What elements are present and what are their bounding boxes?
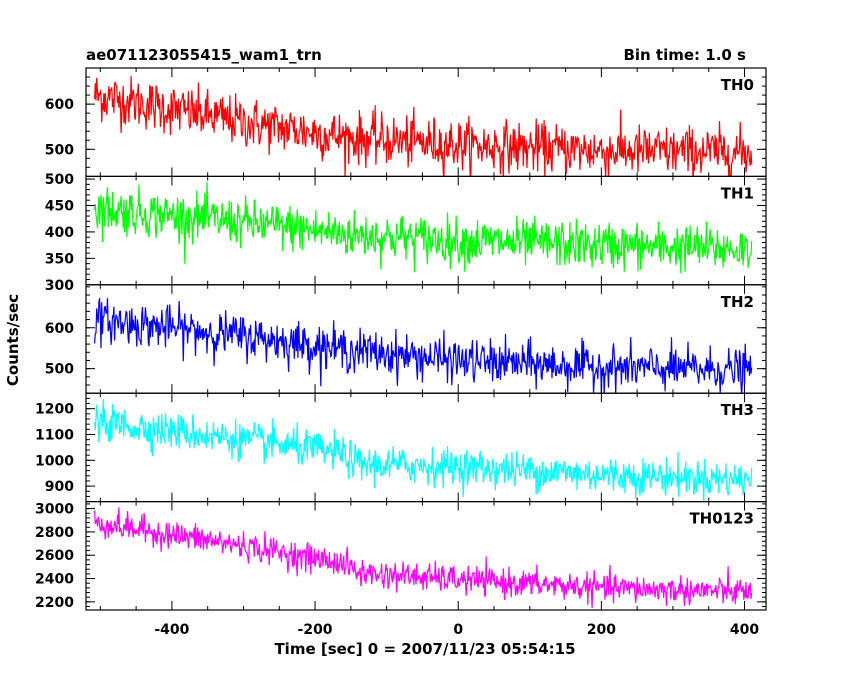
y-tick-label: 500 bbox=[45, 362, 74, 378]
panel-frame bbox=[85, 392, 767, 503]
y-tick-label: 900 bbox=[45, 479, 74, 495]
series-line-th2 bbox=[94, 298, 753, 394]
panel-th2: 500 600 TH2 bbox=[45, 284, 767, 394]
series-line-th3 bbox=[94, 398, 753, 502]
panels-group: 500 600 TH0 300 350 400 450 500 TH1 500 600 TH2 900 1… bbox=[35, 67, 767, 638]
y-tick-label: 1000 bbox=[35, 453, 74, 469]
panel-label-th3: TH3 bbox=[721, 401, 754, 419]
y-tick-label: 1100 bbox=[35, 427, 74, 443]
panel-frame bbox=[85, 67, 767, 178]
y-tick-label: 600 bbox=[45, 97, 74, 113]
x-tick-label: 400 bbox=[730, 622, 759, 638]
panel-th1: 300 350 400 450 500 TH1 bbox=[45, 172, 767, 294]
chart-title: ae071123055415_wam1_trn bbox=[86, 46, 322, 64]
panel-frame bbox=[85, 501, 767, 611]
y-tick-label: 400 bbox=[45, 225, 74, 241]
y-tick-label: 2200 bbox=[35, 595, 74, 611]
series-line-th0 bbox=[94, 76, 753, 177]
panel-label-th0: TH0 bbox=[721, 76, 754, 94]
panel-th0: 500 600 TH0 bbox=[45, 67, 767, 178]
x-tick-label: 0 bbox=[453, 622, 463, 638]
panel-label-th1: TH1 bbox=[721, 184, 754, 202]
y-tick-label: 600 bbox=[45, 321, 74, 337]
panel-label-th0123: TH0123 bbox=[689, 510, 754, 528]
series-line-th0123 bbox=[94, 507, 753, 609]
y-tick-label: 300 bbox=[45, 278, 74, 294]
bin-time-label: Bin time: 1.0 s bbox=[623, 46, 746, 64]
y-tick-label: 500 bbox=[45, 142, 74, 158]
x-tick-label: -400 bbox=[154, 622, 189, 638]
y-tick-label: 450 bbox=[45, 198, 74, 214]
y-tick-label: 2600 bbox=[35, 548, 74, 564]
panel-th0123: 2200 2400 2600 2800 3000 TH0123 bbox=[35, 501, 767, 611]
series-line-th1 bbox=[94, 182, 753, 274]
panel-th3: 900 1000 1100 1200 TH3 bbox=[35, 392, 767, 503]
y-tick-label: 350 bbox=[45, 251, 74, 267]
y-tick-label: 500 bbox=[45, 172, 74, 188]
y-tick-label: 2800 bbox=[35, 525, 74, 541]
y-axis-label: Counts/sec bbox=[4, 294, 22, 386]
y-tick-label: 3000 bbox=[35, 502, 74, 518]
x-tick-label: 200 bbox=[587, 622, 616, 638]
x-tick-label: -200 bbox=[298, 622, 333, 638]
y-tick-label: 1200 bbox=[35, 402, 74, 418]
y-tick-label: 2400 bbox=[35, 572, 74, 588]
panel-label-th2: TH2 bbox=[721, 293, 754, 311]
x-axis-label: Time [sec] 0 = 2007/11/23 05:54:15 bbox=[274, 640, 575, 658]
